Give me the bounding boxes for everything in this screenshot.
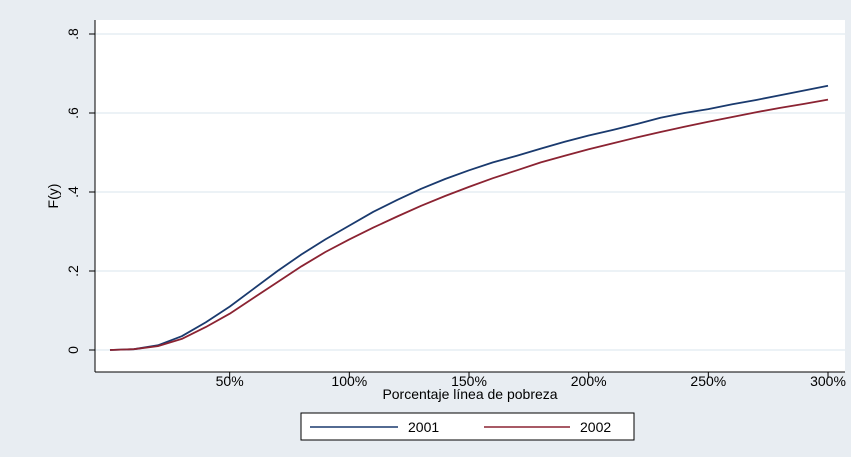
legend-label-2002: 2002 (580, 419, 611, 435)
x-tick-label-1: 100% (331, 373, 367, 389)
x-tick-label-0: 50% (216, 373, 244, 389)
gridlines (95, 33, 845, 351)
legend: 2001 2002 (300, 412, 635, 441)
x-tick-label-5: 300% (810, 373, 846, 389)
series-lines (109, 84, 829, 351)
series-line-2001 (109, 84, 829, 351)
y-tick-label-1: .2 (65, 265, 81, 277)
x-axis-ticks: 50% 100% 150% 200% 250% 300% (216, 372, 846, 389)
y-tick-label-2: .4 (65, 186, 81, 198)
y-axis-title: F(y) (45, 184, 61, 209)
x-tick-label-4: 250% (690, 373, 726, 389)
y-tick-label-4: .8 (65, 28, 81, 40)
y-tick-label-3: .6 (65, 107, 81, 119)
plot-area (95, 20, 845, 372)
legend-label-2001: 2001 (408, 419, 439, 435)
x-axis-title: Porcentaje línea de pobreza (382, 386, 557, 402)
y-tick-label-0: 0 (65, 346, 81, 354)
x-tick-label-3: 200% (571, 373, 607, 389)
series-line-2002 (109, 98, 829, 351)
y-axis-ticks: 0 .2 .4 .6 .8 (65, 28, 95, 354)
x-tick-label-2: 150% (451, 373, 487, 389)
